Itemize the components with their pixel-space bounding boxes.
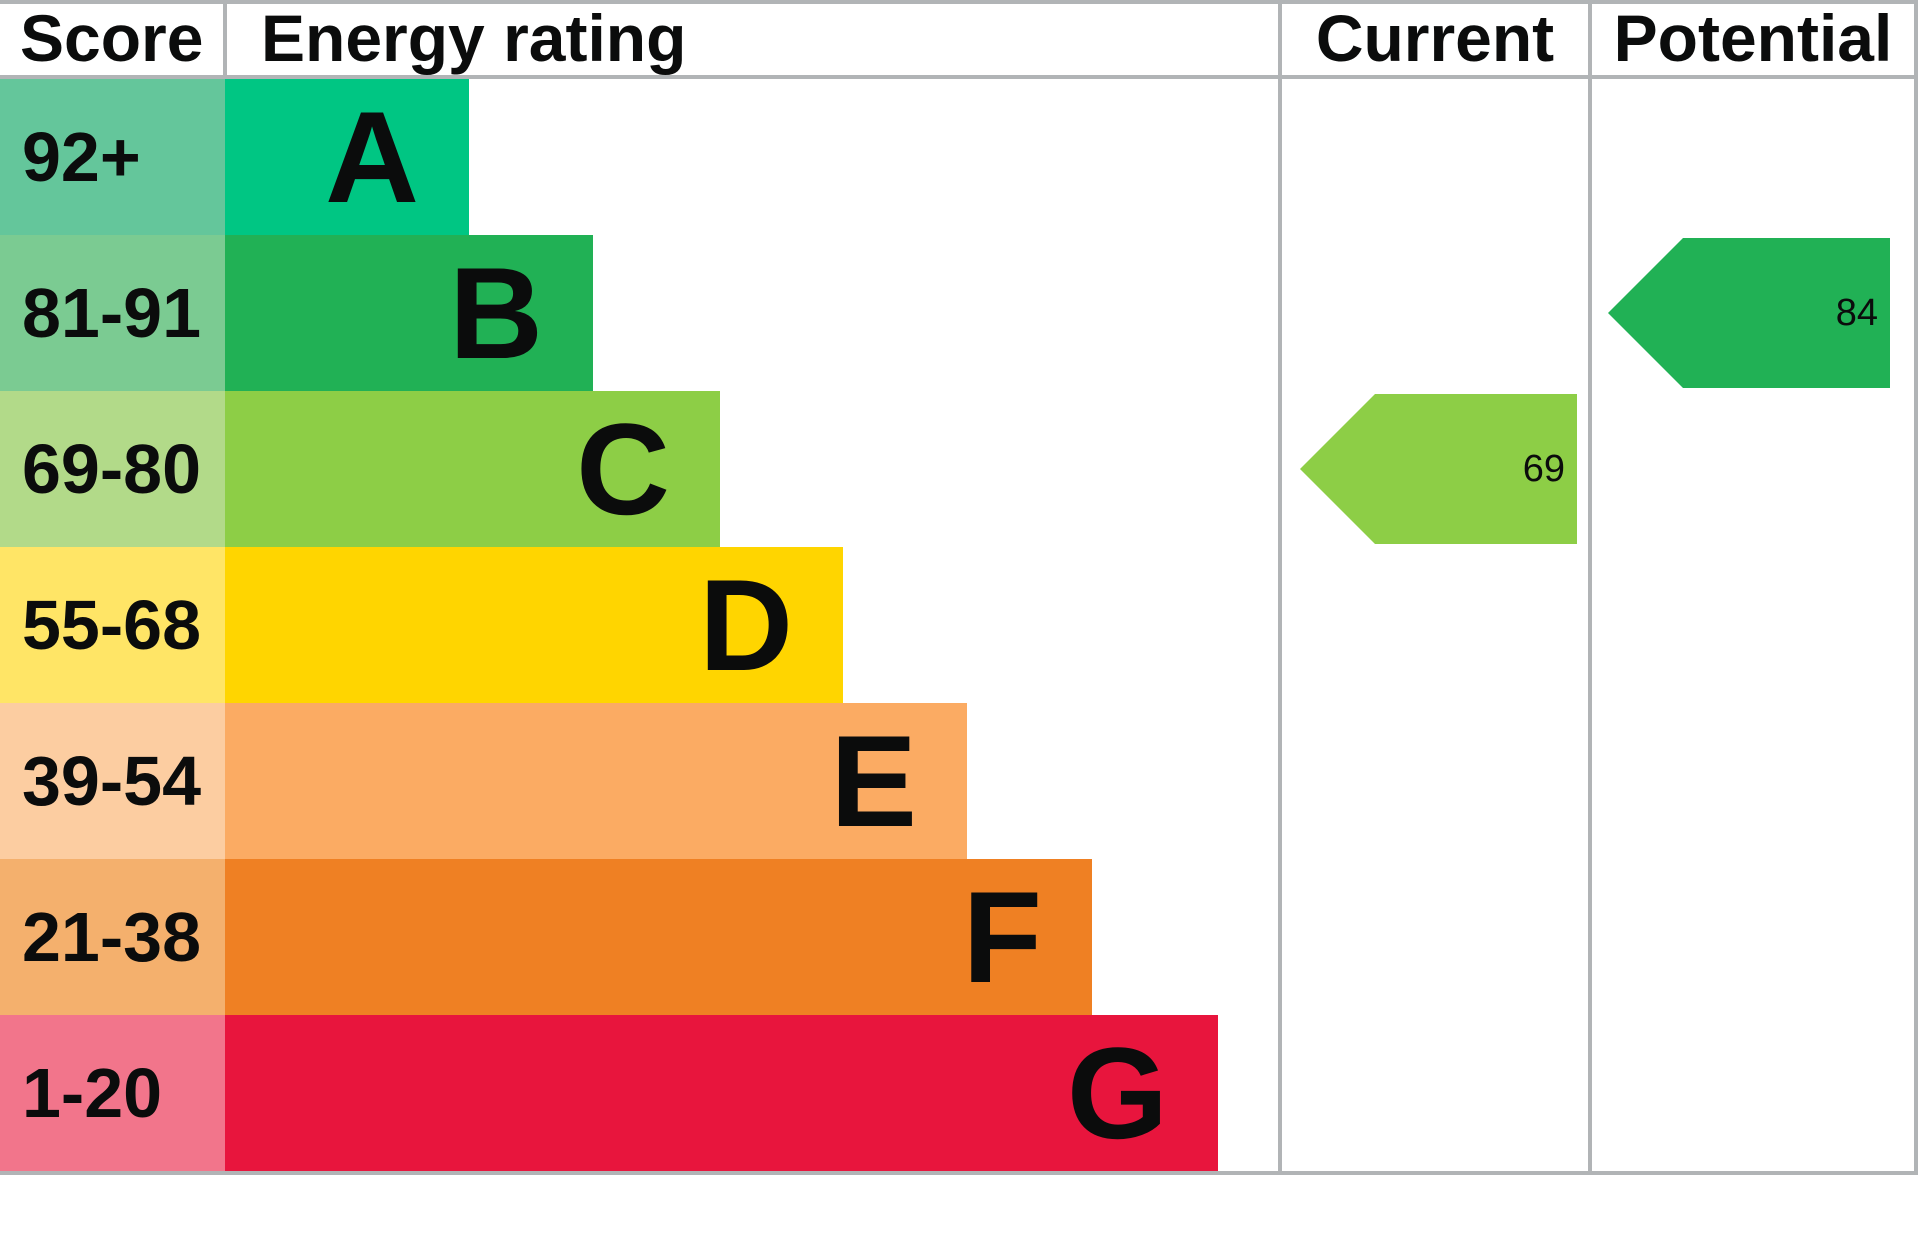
energy-rating-column-header: Energy rating bbox=[261, 0, 687, 75]
energy-current-divider bbox=[1278, 0, 1282, 1175]
band-row-g: 1-20 G bbox=[0, 1015, 1278, 1171]
band-bar-d: D bbox=[225, 547, 843, 703]
band-score-range: 39-54 bbox=[0, 703, 225, 859]
score-column-header: Score bbox=[20, 0, 204, 75]
band-bar-e: E bbox=[225, 703, 967, 859]
band-score-range: 55-68 bbox=[0, 547, 225, 703]
band-letter: B bbox=[449, 240, 543, 386]
band-score-range: 69-80 bbox=[0, 391, 225, 547]
band-score-range: 92+ bbox=[0, 79, 225, 235]
current-rating-value: 69 bbox=[1522, 448, 1565, 490]
band-letter: C bbox=[576, 396, 670, 542]
band-letter: F bbox=[962, 864, 1042, 1010]
band-score-range: 81-91 bbox=[0, 235, 225, 391]
band-bar-c: C bbox=[225, 391, 720, 547]
potential-rating-arrow: 84 bbox=[1608, 238, 1890, 388]
band-bar-f: F bbox=[225, 859, 1092, 1015]
current-rating-arrow: 69 bbox=[1300, 394, 1577, 544]
band-row-d: 55-68 D bbox=[0, 547, 1278, 703]
band-letter: E bbox=[830, 708, 917, 854]
band-bar-g: G bbox=[225, 1015, 1218, 1171]
band-letter: G bbox=[1066, 1020, 1168, 1166]
potential-column-header: Potential bbox=[1613, 0, 1893, 75]
current-potential-divider bbox=[1588, 0, 1592, 1175]
band-score-range: 21-38 bbox=[0, 859, 225, 1015]
table-right-border bbox=[1914, 0, 1918, 1175]
band-row-a: 92+ A bbox=[0, 79, 1278, 235]
table-top-border bbox=[0, 0, 1918, 4]
score-energy-divider bbox=[223, 0, 227, 75]
band-row-f: 21-38 F bbox=[0, 859, 1278, 1015]
band-score-range: 1-20 bbox=[0, 1015, 225, 1171]
header-bottom-border bbox=[0, 75, 1918, 79]
band-letter: A bbox=[325, 84, 419, 230]
band-bar-a: A bbox=[225, 79, 469, 235]
table-bottom-border bbox=[0, 1171, 1918, 1175]
current-column-header: Current bbox=[1315, 0, 1555, 75]
band-letter: D bbox=[699, 552, 793, 698]
band-bar-b: B bbox=[225, 235, 593, 391]
band-row-e: 39-54 E bbox=[0, 703, 1278, 859]
band-row-b: 81-91 B bbox=[0, 235, 1278, 391]
potential-rating-value: 84 bbox=[1835, 292, 1878, 334]
band-row-c: 69-80 C bbox=[0, 391, 1278, 547]
